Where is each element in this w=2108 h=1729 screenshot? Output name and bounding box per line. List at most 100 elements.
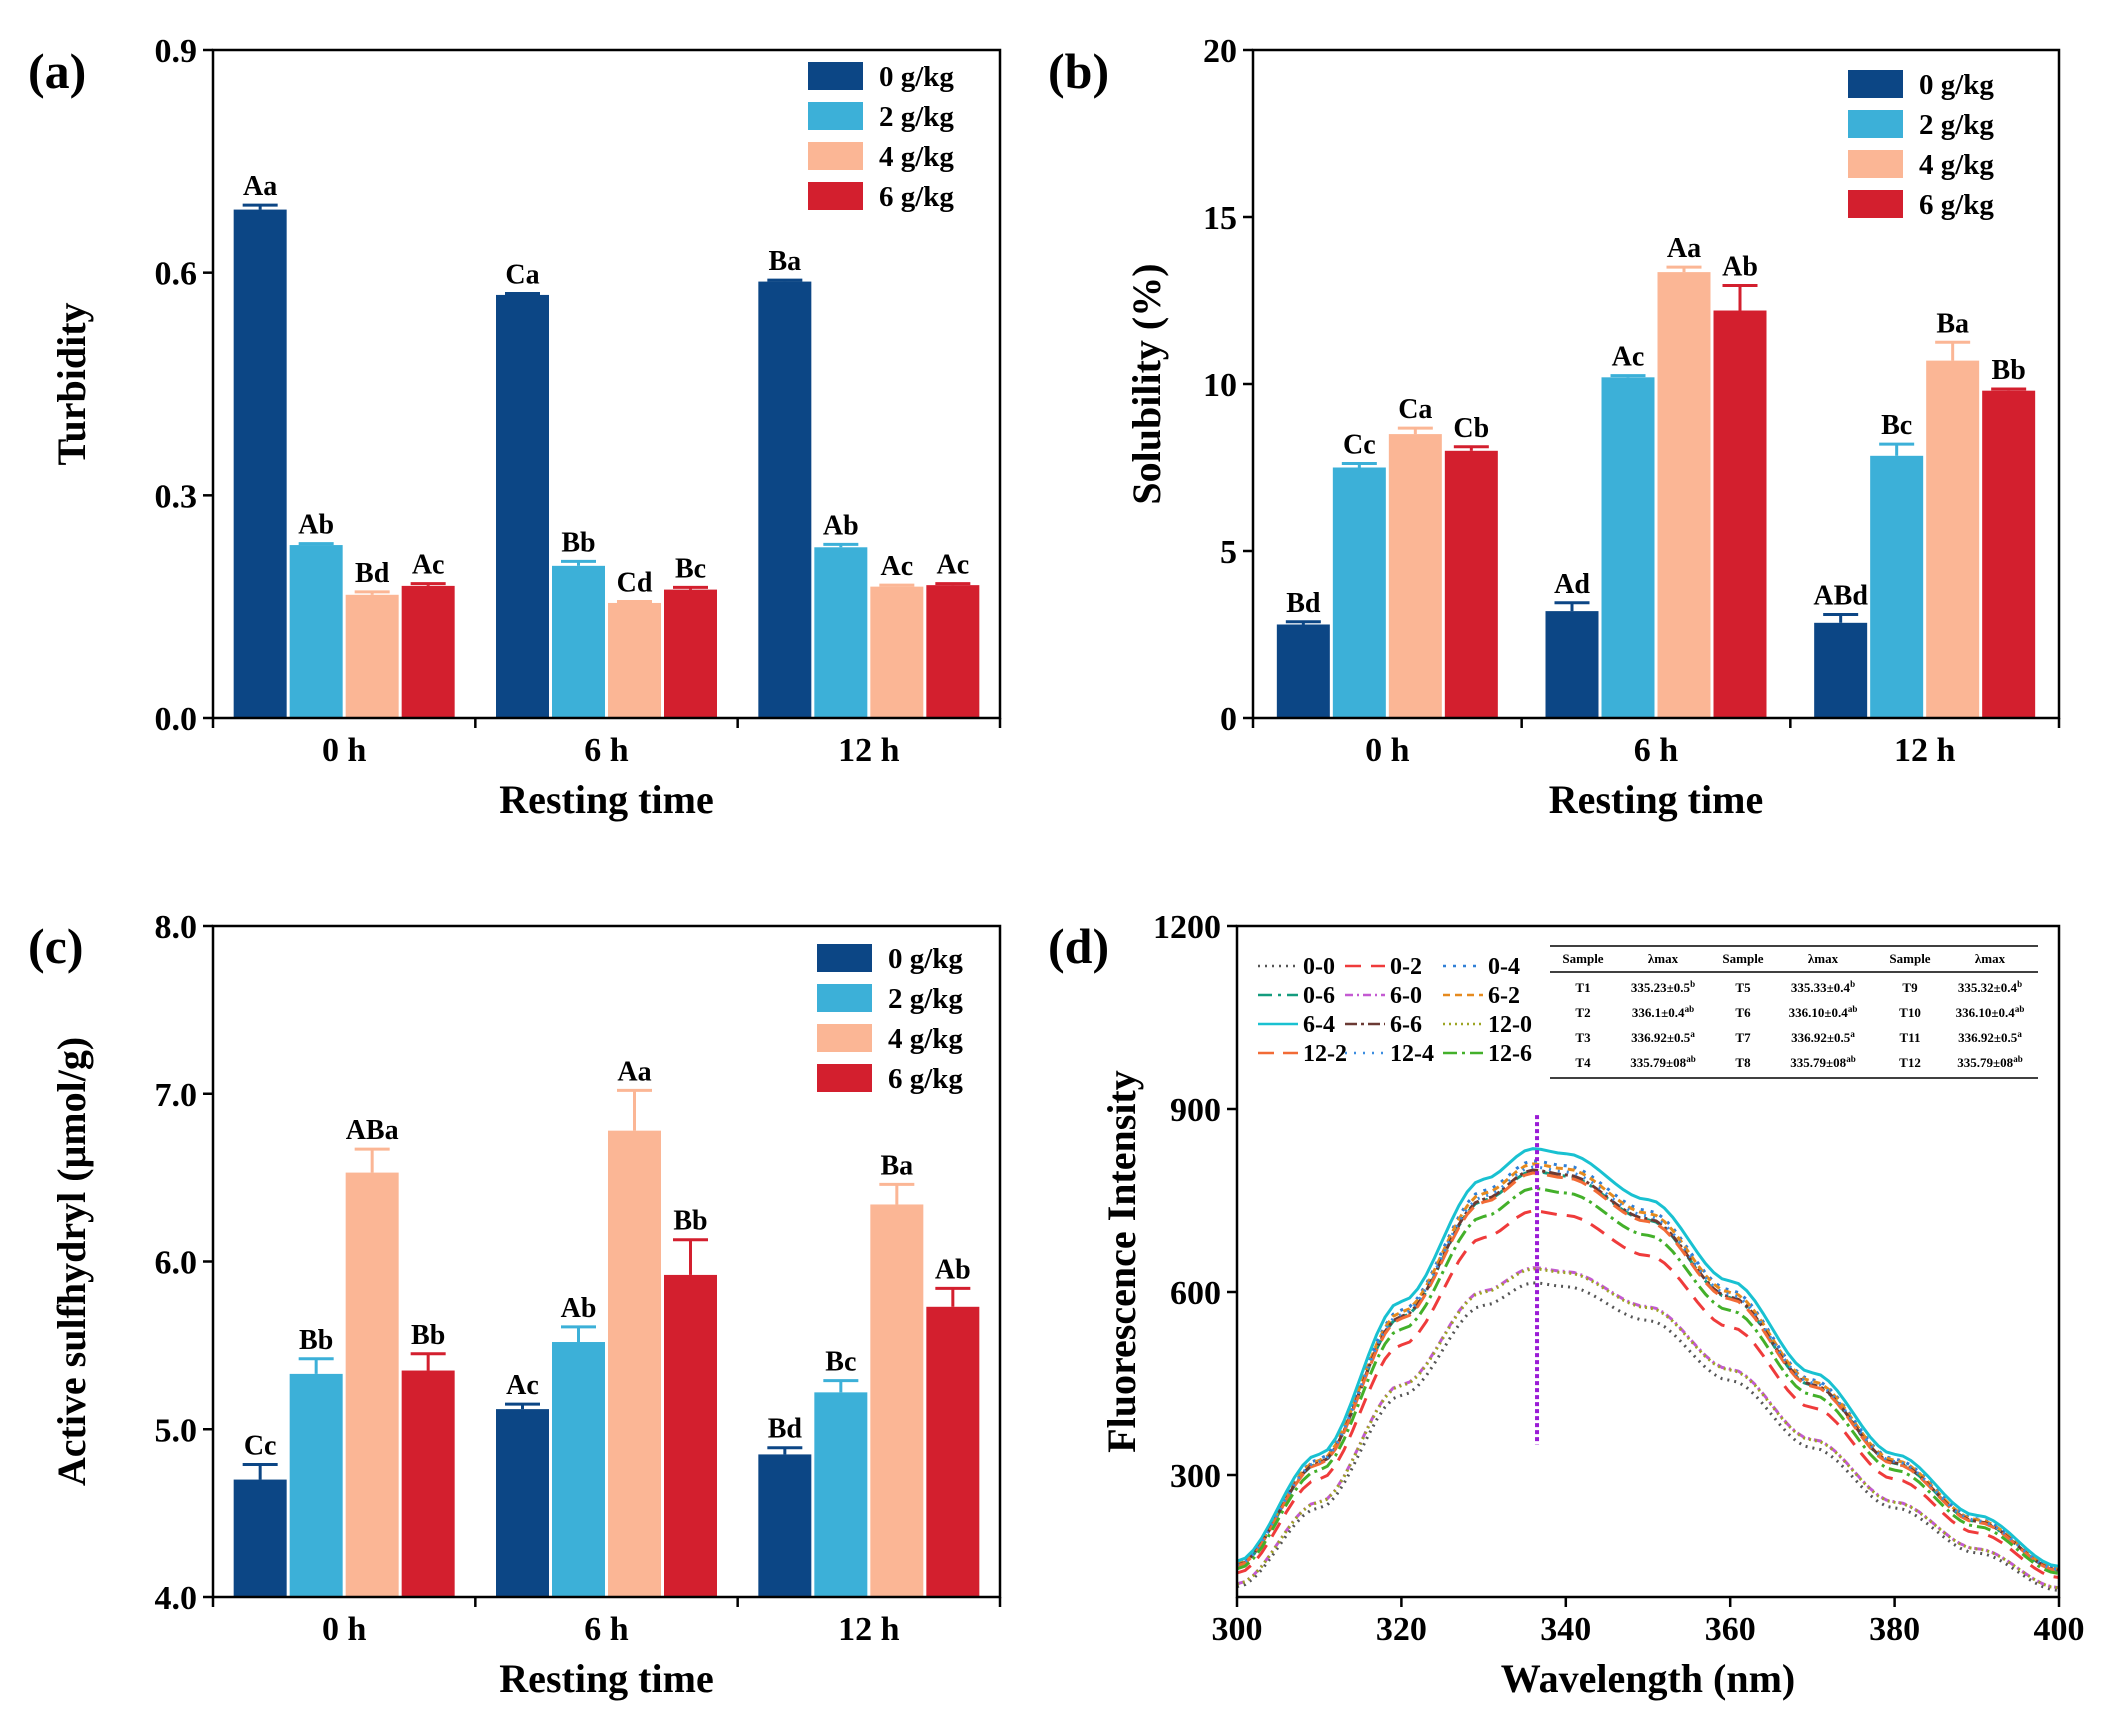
spectrum-line [1236, 1147, 2060, 1568]
significance-letter: ABd [1813, 580, 1868, 611]
bar [289, 1373, 343, 1597]
y-tick-label: 0.6 [155, 256, 198, 293]
significance-letter: Aa [1667, 233, 1701, 264]
table-cell: 335.32±0.4b [1958, 979, 2022, 995]
significance-letter: Bb [561, 527, 595, 558]
x-tick-label: 380 [1869, 1611, 1920, 1648]
bar [496, 1409, 549, 1597]
significance-letter: Bb [411, 1320, 445, 1351]
x-tick-label: 0 h [322, 732, 367, 769]
y-tick-label: 0.3 [155, 478, 198, 515]
x-tick-label: 12 h [838, 732, 900, 769]
significance-letter: Ca [505, 259, 539, 290]
significance-letter: ABa [346, 1115, 399, 1146]
bar [758, 1454, 812, 1597]
axes-frame [1235, 924, 2061, 1599]
spectrum-line [1236, 1186, 2060, 1575]
bar [608, 602, 661, 718]
legend-label: 0-6 [1303, 983, 1335, 1009]
panel-label: (b) [1048, 43, 1109, 99]
legend-swatch [817, 1064, 872, 1092]
y-tick-label: 900 [1170, 1092, 1221, 1129]
bar [233, 209, 287, 719]
x-tick-label: 360 [1705, 1611, 1756, 1648]
spectrum-line [1236, 1171, 2060, 1573]
legend-label: 6 g/kg [1919, 189, 1994, 221]
x-tick-label: 12 h [1894, 732, 1956, 769]
x-axis-title: Wavelength (nm) [1501, 1656, 1795, 1701]
bar [1926, 360, 1980, 718]
bar [345, 1172, 399, 1597]
legend-label: 0-0 [1303, 954, 1335, 980]
significance-letter: Bc [825, 1347, 856, 1378]
legend-swatch [1848, 150, 1903, 178]
table-cell: T10 [1899, 1005, 1921, 1020]
significance-letter: Ab [1722, 251, 1758, 282]
y-axis-title: Active sulfhydryl (μmol/g) [49, 1037, 94, 1486]
y-tick-label: 10 [1203, 367, 1237, 404]
significance-letter: Ac [506, 1370, 539, 1401]
significance-letter: Ab [298, 510, 334, 541]
axes-frame [211, 48, 1002, 720]
bar [1444, 450, 1498, 718]
x-axis-title: Resting time [499, 1656, 713, 1701]
panel-label: (a) [28, 43, 86, 99]
y-tick-label: 300 [1170, 1458, 1221, 1495]
legend-swatch [808, 142, 863, 170]
bar [401, 585, 455, 718]
significance-letter: Aa [243, 171, 277, 202]
bar [814, 547, 868, 718]
bar [1814, 622, 1868, 718]
significance-letter: Ac [1612, 342, 1645, 373]
bar [1276, 624, 1330, 718]
table-cell: T3 [1575, 1030, 1591, 1045]
significance-letter: Bb [1992, 355, 2026, 386]
table-cell: 336.10±0.4ab [1789, 1004, 1858, 1020]
significance-letter: Cc [1343, 429, 1376, 460]
bar [1870, 455, 1924, 718]
legend-swatch [808, 102, 863, 130]
y-tick-label: 15 [1203, 200, 1237, 237]
legend-label: 2 g/kg [1919, 109, 1994, 141]
table-cell: T7 [1735, 1030, 1751, 1045]
table-cell: T5 [1735, 980, 1751, 995]
panel-d-fluorescence-chart: (d) 300 320 340 360 380 400 300 600 900 1200 Wavele… [1048, 909, 2085, 1701]
significance-letter: Bd [1286, 588, 1321, 619]
y-tick-label: 0.0 [155, 701, 198, 738]
y-tick-label: 4.0 [155, 1580, 198, 1617]
table-cell: T11 [1900, 1030, 1921, 1045]
table-cell: T4 [1575, 1055, 1591, 1070]
legend-label: 4 g/kg [888, 1023, 963, 1055]
table-cell: 335.23±0.5b [1631, 979, 1695, 995]
significance-letter: Ac [412, 550, 445, 581]
table-cell: 335.79±08ab [1630, 1054, 1695, 1070]
legend-label: 0-4 [1488, 954, 1520, 980]
x-tick-label: 6 h [1634, 732, 1679, 769]
significance-letter: Ba [768, 246, 801, 277]
x-axis-title: Resting time [499, 777, 713, 822]
x-tick-label: 12 h [838, 1611, 900, 1648]
significance-letter: Bc [675, 553, 706, 584]
y-tick-label: 5 [1220, 534, 1237, 571]
table-header: λmax [1648, 951, 1679, 966]
table-header: Sample [1889, 951, 1930, 966]
significance-letter: Cb [1453, 413, 1489, 444]
table-cell: 335.33±0.4b [1791, 979, 1855, 995]
panel-b-solubility-chart: (b) Bd Ad ABd Cc Ac Bc Ca Aa Ba Cb Ab Bb 0 5 10 15 20 0 h 6… [1048, 33, 2061, 822]
x-tick-label: 6 h [584, 732, 629, 769]
bar [233, 1479, 287, 1597]
y-tick-label: 1200 [1153, 909, 1221, 946]
significance-letter: Bd [768, 1414, 803, 1445]
x-tick-label: 0 h [1365, 732, 1410, 769]
legend-label: 6-4 [1303, 1012, 1335, 1038]
legend-label: 12-4 [1390, 1041, 1434, 1067]
table-header: Sample [1562, 951, 1603, 966]
bar [1713, 310, 1767, 718]
bar [1332, 467, 1386, 718]
table-cell: 336.92±0.5a [1958, 1029, 2022, 1045]
legend-swatch [1848, 70, 1903, 98]
bar [1545, 611, 1599, 718]
x-tick-label: 340 [1540, 1611, 1591, 1648]
table-cell: T8 [1735, 1055, 1751, 1070]
legend-label: 6 g/kg [879, 181, 954, 213]
